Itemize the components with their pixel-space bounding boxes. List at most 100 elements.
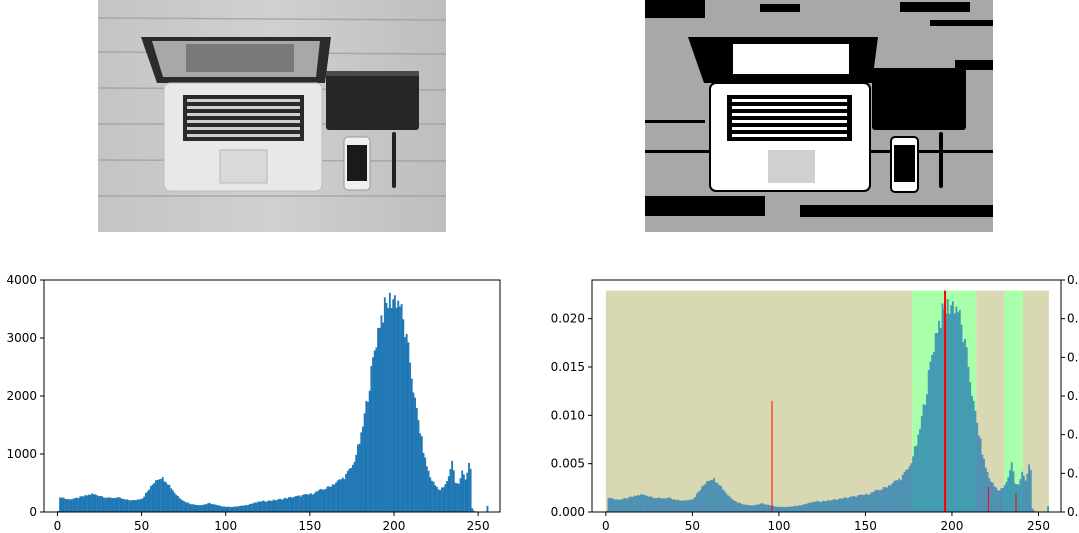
histogram-bar bbox=[965, 347, 968, 512]
histogram-bar bbox=[425, 466, 428, 512]
histogram-bar bbox=[340, 479, 342, 512]
histogram-bar bbox=[856, 495, 859, 512]
y-tick-label: 0.000 bbox=[551, 505, 585, 519]
histogram-bar bbox=[114, 498, 117, 512]
histogram-bar bbox=[459, 478, 462, 512]
histogram-bar bbox=[331, 484, 334, 512]
histogram-bar bbox=[94, 494, 97, 512]
histogram-bar bbox=[707, 480, 710, 512]
histogram-bar bbox=[742, 504, 745, 512]
histogram-bar bbox=[230, 506, 233, 512]
histogram-bar bbox=[442, 487, 445, 512]
histogram-bar bbox=[368, 390, 371, 512]
histogram-bar bbox=[362, 426, 364, 512]
y-tick-label: 3000 bbox=[6, 331, 37, 345]
histogram-bar bbox=[855, 497, 857, 512]
histogram-bar bbox=[941, 303, 944, 512]
histogram-bar bbox=[91, 493, 93, 512]
histogram-bar bbox=[138, 499, 141, 512]
histogram-bars bbox=[57, 292, 489, 512]
histogram-bar bbox=[737, 502, 740, 512]
histogram-bar bbox=[849, 496, 852, 512]
histogram-bar bbox=[1021, 471, 1024, 512]
y-tick-label: 0 bbox=[29, 505, 37, 519]
y-tick-label: 0.005 bbox=[551, 457, 585, 471]
histogram-bar bbox=[813, 502, 816, 512]
histogram-bar bbox=[102, 497, 105, 512]
histogram-bar bbox=[704, 483, 707, 512]
histogram-bar bbox=[101, 496, 104, 512]
histogram-bar bbox=[974, 410, 977, 512]
x-tick-label: 250 bbox=[467, 519, 490, 533]
histogram-bar bbox=[422, 452, 425, 512]
histogram-bar bbox=[338, 479, 341, 512]
histogram-bar bbox=[72, 498, 75, 512]
histogram-bar bbox=[746, 504, 748, 512]
histogram-bar bbox=[932, 352, 935, 512]
histogram-bar bbox=[351, 464, 354, 512]
histogram-bar bbox=[452, 470, 455, 512]
histogram-bar bbox=[215, 504, 218, 512]
histogram-bar bbox=[960, 324, 963, 512]
histogram-bar bbox=[237, 506, 240, 512]
histogram-bar bbox=[175, 494, 178, 512]
histogram-bar bbox=[304, 494, 307, 512]
histogram-bar bbox=[360, 432, 363, 512]
histogram-bar bbox=[820, 501, 823, 512]
histogram-bar bbox=[718, 485, 721, 512]
histogram-bar bbox=[151, 484, 154, 512]
histogram-bar bbox=[643, 494, 646, 512]
histogram-bar bbox=[993, 486, 996, 512]
histogram-bar bbox=[158, 479, 161, 512]
histogram-bar bbox=[69, 499, 72, 512]
histogram-bar bbox=[153, 483, 156, 512]
histogram-bar bbox=[197, 505, 199, 512]
histogram-bar bbox=[766, 504, 769, 512]
histogram-bar bbox=[626, 498, 629, 512]
histogram-bar bbox=[380, 315, 383, 512]
histogram-bar bbox=[946, 299, 949, 512]
histogram-bar bbox=[936, 333, 939, 512]
histogram-bar bbox=[365, 401, 368, 512]
histogram-bar bbox=[313, 493, 316, 512]
histogram-bar bbox=[806, 503, 809, 512]
histogram-bar bbox=[282, 498, 285, 512]
histogram-bar bbox=[393, 295, 396, 512]
histogram-bar bbox=[143, 496, 146, 512]
histogram-bar bbox=[148, 489, 151, 512]
histogram-bar bbox=[84, 495, 87, 512]
histogram-bar bbox=[163, 481, 166, 512]
histogram-bar bbox=[971, 395, 973, 512]
histogram-bar bbox=[725, 493, 728, 512]
histogram-bar bbox=[988, 478, 991, 512]
histogram-bar bbox=[735, 501, 738, 512]
histogram-bar bbox=[64, 498, 67, 512]
right-y-tick-label: 0.4 bbox=[1067, 350, 1079, 364]
histogram-bar bbox=[823, 501, 826, 512]
histogram-bar bbox=[650, 496, 653, 512]
histogram-bar bbox=[165, 482, 167, 512]
histogram-bar bbox=[299, 496, 302, 512]
histogram-bar bbox=[621, 499, 624, 512]
histogram-bar bbox=[697, 491, 700, 512]
histogram-bar bbox=[967, 366, 970, 512]
histogram-bar bbox=[436, 486, 438, 512]
histogram-bar bbox=[818, 501, 821, 512]
histogram-bar bbox=[123, 498, 125, 512]
histogram-bar bbox=[232, 506, 235, 512]
histogram-bar bbox=[244, 505, 247, 512]
histogram-bar bbox=[141, 498, 144, 512]
histogram-bar bbox=[160, 478, 162, 512]
histogram-bar bbox=[664, 498, 667, 512]
histogram-bar bbox=[837, 498, 840, 512]
histogram-bar bbox=[841, 499, 844, 512]
right-y-tick-label: 0.3 bbox=[1067, 389, 1079, 403]
histogram-bar bbox=[799, 505, 802, 512]
histogram-bar bbox=[271, 500, 273, 512]
histogram-bar bbox=[146, 491, 149, 512]
histogram-bar bbox=[429, 477, 432, 512]
histogram-bar bbox=[881, 489, 883, 512]
histogram-bar bbox=[247, 504, 250, 512]
histogram-bar bbox=[378, 327, 381, 512]
histogram-bar bbox=[181, 500, 184, 512]
